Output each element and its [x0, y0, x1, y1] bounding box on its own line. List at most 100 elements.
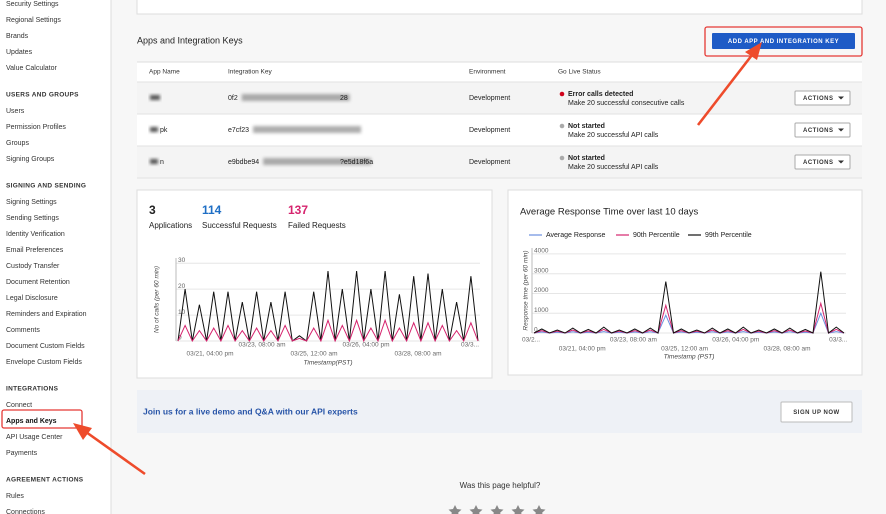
nav-item[interactable]: Email Preferences: [6, 247, 64, 254]
sign-up-button[interactable]: [780, 401, 853, 423]
nav-item[interactable]: Document Custom Fields: [6, 343, 85, 350]
y-tick-label: 30: [178, 257, 186, 264]
nav-item[interactable]: Rules: [6, 493, 24, 500]
actions-label[interactable]: ACTIONS: [803, 96, 834, 102]
nav-item[interactable]: Reminders and Expiration: [6, 311, 87, 318]
key-start: e9bdbe94: [228, 159, 259, 166]
highlight-box: [704, 26, 863, 57]
series-line: [177, 270, 479, 342]
x-tick-label: 03/2...: [522, 337, 540, 344]
x-tick-label: 03/28, 08:00 am: [395, 351, 442, 358]
nav-item[interactable]: Payments: [6, 450, 38, 457]
column-header: Environment: [469, 69, 506, 76]
actions-label[interactable]: ACTIONS: [803, 160, 834, 166]
legend-label: 90th Percentile: [633, 232, 680, 239]
arrow-line: [85, 430, 146, 476]
nav-item[interactable]: Permission Profiles: [6, 124, 66, 131]
section-title: Apps and Integration Keys: [137, 35, 243, 45]
actions-label[interactable]: ACTIONS: [803, 128, 834, 134]
sign-up-label[interactable]: SIGN UP NOW: [793, 410, 839, 416]
table-header: [137, 62, 862, 82]
status-detail: Make 20 successful consecutive calls: [568, 100, 685, 107]
column-header: Integration Key: [228, 69, 272, 76]
redacted-key: [253, 126, 362, 133]
table-row: [137, 146, 862, 178]
nav-item[interactable]: Users: [6, 108, 25, 115]
arrow-line: [696, 54, 754, 126]
x-tick-label: 03/25, 12:00 am: [661, 346, 708, 353]
status-dot: [559, 123, 565, 129]
key-end: 28: [340, 95, 348, 102]
y-tick-label: 0: [534, 327, 538, 334]
x-tick-label: 03/23, 08:00 am: [239, 342, 286, 349]
feedback-question: Was this page helpful?: [460, 481, 541, 490]
stat-label: Failed Requests: [288, 221, 346, 230]
status-dot: [559, 91, 565, 97]
nav-item[interactable]: Regional Settings: [6, 17, 61, 24]
nav-item[interactable]: Legal Disclosure: [6, 295, 58, 302]
y-tick-label: 4000: [534, 248, 549, 255]
star[interactable]: [448, 505, 462, 514]
nav-item[interactable]: Comments: [6, 327, 40, 334]
banner-text: Join us for a live demo and Q&A with our…: [143, 406, 358, 416]
highlight-box: [1, 409, 83, 429]
nav-item[interactable]: Connect: [6, 402, 32, 409]
nav-item[interactable]: Sending Settings: [6, 215, 59, 222]
app-name: n: [160, 159, 164, 166]
nav-heading: INTEGRATIONS: [6, 386, 59, 393]
x-tick-label: 03/21, 04:00 pm: [559, 346, 606, 353]
nav-item[interactable]: Signing Settings: [6, 199, 57, 206]
nav-item[interactable]: Brands: [6, 33, 29, 40]
y-tick-label: 20: [178, 283, 186, 290]
legend-label: Average Response: [546, 232, 606, 239]
nav-item[interactable]: Identity Verification: [6, 231, 65, 238]
x-tick-label: 03/3...: [461, 342, 479, 349]
caret: [838, 160, 844, 164]
nav-heading: AGREEMENT ACTIONS: [6, 477, 84, 484]
status: Error calls detected: [568, 91, 633, 98]
x-tick-label: 03/23, 08:00 am: [610, 337, 657, 344]
stat-value: 137: [288, 203, 308, 217]
star[interactable]: [469, 505, 483, 514]
y-axis-label: Response time (per 60 min): [523, 250, 530, 330]
actions-button[interactable]: [794, 122, 851, 138]
star[interactable]: [511, 505, 525, 514]
nav-item[interactable]: Document Retention: [6, 279, 70, 286]
keys-table: App Name Integration Key Environment Go Liv…: [137, 61, 862, 179]
x-axis-label: Timestamp (PST): [664, 354, 715, 361]
redacted-name: [150, 95, 160, 100]
column-header: App Name: [149, 69, 180, 76]
status-detail: Make 20 successful API calls: [568, 164, 659, 171]
nav-item[interactable]: Updates: [6, 49, 33, 56]
y-axis-label: No of calls (per 60 min): [154, 266, 161, 333]
environment: Development: [469, 127, 510, 134]
series-line: [177, 318, 479, 343]
x-tick-label: 03/28, 08:00 am: [764, 346, 811, 353]
star[interactable]: [490, 505, 504, 514]
nav-heading: SIGNING AND SENDING: [6, 183, 86, 190]
nav-item[interactable]: Connections: [6, 509, 45, 514]
nav-item[interactable]: Custody Transfer: [6, 263, 60, 270]
nav-item[interactable]: Envelope Custom Fields: [6, 359, 82, 366]
nav-heading: USERS AND GROUPS: [6, 92, 79, 99]
actions-button[interactable]: [794, 90, 851, 106]
rating-stars[interactable]: [448, 505, 546, 514]
add-key-button-label[interactable]: ADD APP AND INTEGRATION KEY: [728, 39, 839, 45]
nav-item[interactable]: Signing Groups: [6, 156, 55, 163]
card: [136, 189, 493, 379]
add-key-button[interactable]: [712, 33, 855, 49]
star[interactable]: [532, 505, 546, 514]
legend-label: 99th Percentile: [705, 232, 752, 239]
stat-value: 114: [202, 203, 222, 217]
usage-cards: 3 Applications 114 Successful Requests 137 Fa…: [136, 189, 863, 379]
nav-item[interactable]: Groups: [6, 140, 29, 147]
actions-button[interactable]: [794, 154, 851, 170]
y-tick-label: 1000: [534, 307, 549, 314]
nav-item[interactable]: API Usage Center: [6, 434, 63, 441]
nav-item[interactable]: Apps and Keys: [6, 418, 57, 425]
nav-item[interactable]: Value Calculator: [6, 65, 58, 72]
redacted-name: [150, 159, 158, 164]
nav-item[interactable]: Security Settings: [6, 1, 59, 8]
series-line: [533, 271, 845, 334]
